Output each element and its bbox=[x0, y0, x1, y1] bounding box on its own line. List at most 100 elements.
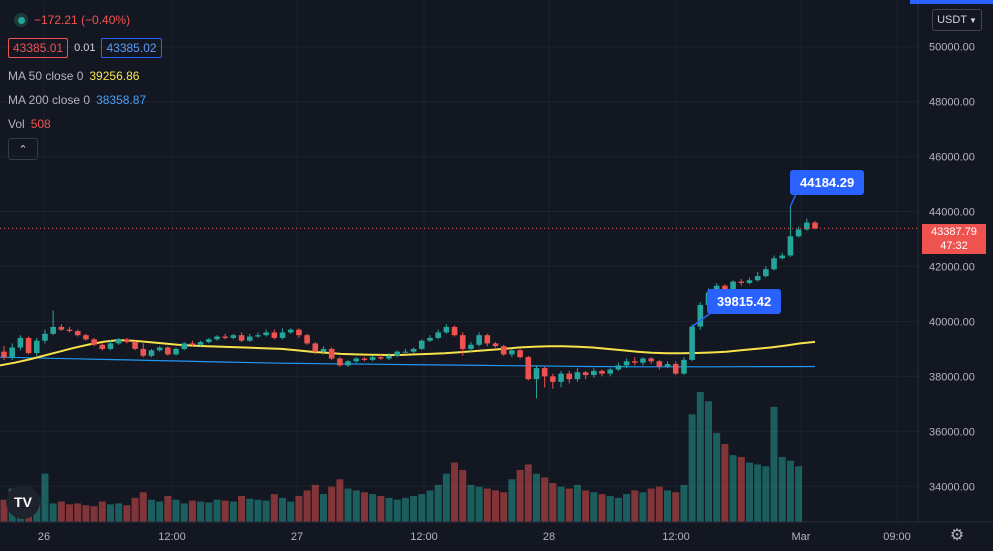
volume-bar bbox=[401, 497, 409, 522]
high-callout-pointer bbox=[789, 193, 797, 207]
volume-bar bbox=[451, 462, 459, 522]
volume-bar bbox=[524, 464, 532, 522]
candle-body bbox=[58, 326, 65, 330]
legend-volume[interactable]: Vol 508 bbox=[8, 117, 51, 131]
breakout-price-label: 39815.42 bbox=[717, 294, 772, 309]
candle-body bbox=[337, 358, 343, 366]
candle-body bbox=[550, 376, 556, 382]
volume-bar bbox=[385, 497, 393, 522]
candle-body bbox=[435, 332, 441, 338]
candle-body bbox=[99, 344, 106, 349]
candle-body bbox=[812, 222, 818, 229]
high-price-callout: 44184.29 bbox=[790, 170, 865, 195]
volume-bar bbox=[115, 503, 123, 522]
candle-body bbox=[320, 348, 327, 352]
candle-body bbox=[287, 329, 294, 333]
candle-body bbox=[722, 285, 728, 292]
time-tick-label: Mar bbox=[792, 531, 811, 543]
candle-body bbox=[312, 343, 319, 352]
time-tick-label: 27 bbox=[291, 531, 303, 543]
volume-bar bbox=[106, 504, 114, 522]
candle-body bbox=[361, 358, 368, 360]
candle-body bbox=[33, 340, 40, 354]
volume-bar bbox=[393, 499, 401, 522]
price-tick-label: 46000.00 bbox=[929, 152, 975, 164]
volume-bar bbox=[213, 499, 221, 522]
candle-body bbox=[533, 368, 540, 380]
volume-bar bbox=[311, 484, 319, 522]
candle-body bbox=[730, 281, 736, 292]
volume-bar bbox=[74, 503, 82, 522]
candle-body bbox=[418, 340, 425, 349]
volume-bar bbox=[319, 494, 327, 522]
collapse-legend-button[interactable]: ⌃ bbox=[8, 138, 38, 160]
volume-bar bbox=[762, 466, 770, 522]
candle-body bbox=[558, 373, 564, 382]
volume-bar bbox=[221, 500, 229, 522]
volume-bar bbox=[90, 506, 98, 522]
candle-body bbox=[599, 370, 605, 374]
top-accent-bar bbox=[910, 0, 993, 4]
candle-body bbox=[181, 343, 188, 349]
volume-bar bbox=[377, 496, 385, 522]
candle-body bbox=[197, 342, 204, 345]
time-tick-label: 12:00 bbox=[410, 531, 438, 543]
candle-body bbox=[468, 344, 474, 349]
chevron-down-icon: ▼ bbox=[969, 15, 977, 25]
ask-price[interactable]: 43385.02 bbox=[101, 38, 162, 58]
volume-bar bbox=[573, 484, 581, 522]
candle-body bbox=[296, 329, 302, 336]
volume-bar bbox=[590, 492, 598, 522]
candle-body bbox=[328, 348, 335, 359]
candle-body bbox=[492, 343, 499, 347]
legend-ma200[interactable]: MA 200 close 0 38358.87 bbox=[8, 93, 146, 107]
candle-body bbox=[779, 255, 786, 259]
ma200-value: 38358.87 bbox=[96, 93, 147, 107]
candle-body bbox=[427, 337, 433, 341]
volume-bar bbox=[98, 501, 106, 522]
volume-bar bbox=[139, 492, 147, 522]
volume-bar bbox=[270, 494, 278, 522]
time-tick-label: 09:00 bbox=[883, 531, 911, 543]
candle-body bbox=[25, 337, 32, 354]
volume-bar bbox=[737, 457, 745, 522]
volume-bar bbox=[180, 503, 188, 522]
candle-body bbox=[640, 358, 646, 363]
volume-bar bbox=[492, 490, 500, 522]
candle-body bbox=[50, 326, 56, 334]
volume-bar bbox=[434, 484, 442, 522]
price-axis[interactable]: 50000.00 48000.00 46000.00 44000.00 42000.00… bbox=[910, 0, 993, 551]
price-tick-label: 40000.00 bbox=[929, 316, 975, 328]
volume-bar bbox=[197, 501, 205, 522]
volume-bar bbox=[49, 503, 57, 522]
candle-body bbox=[582, 372, 589, 376]
volume-bar bbox=[655, 486, 663, 522]
overlay-lines bbox=[0, 193, 918, 328]
candle-body bbox=[607, 369, 614, 374]
volume-bar bbox=[606, 496, 614, 522]
candle-body bbox=[353, 358, 360, 362]
volume-bar bbox=[57, 501, 65, 522]
bid-price[interactable]: 43385.01 bbox=[8, 38, 69, 58]
volume-bar bbox=[66, 504, 74, 522]
high-price-label: 44184.29 bbox=[800, 175, 855, 190]
volume-bar bbox=[500, 492, 508, 522]
settings-gear-icon[interactable]: ⚙ bbox=[949, 527, 965, 544]
volume-bar bbox=[565, 488, 573, 522]
price-axis-bg bbox=[918, 0, 993, 551]
volume-bar bbox=[680, 484, 688, 522]
volume-bar bbox=[647, 488, 655, 522]
ma50-value: 39256.86 bbox=[89, 69, 140, 83]
candle-body bbox=[484, 335, 491, 344]
tradingview-logo-icon[interactable]: TV bbox=[6, 485, 40, 519]
chevron-up-icon: ⌃ bbox=[18, 143, 28, 156]
currency-selector[interactable]: USDT ▼ bbox=[932, 9, 982, 31]
volume-bar bbox=[287, 501, 295, 522]
time-axis[interactable]: 26 12:00 27 12:00 28 12:00 Mar 09:00 bbox=[0, 521, 993, 543]
volume-bar bbox=[516, 470, 524, 522]
candle-body bbox=[246, 336, 253, 341]
candle-body bbox=[304, 335, 310, 344]
legend-ma50[interactable]: MA 50 close 0 39256.86 bbox=[8, 69, 139, 83]
price-tick-label: 50000.00 bbox=[929, 42, 975, 54]
